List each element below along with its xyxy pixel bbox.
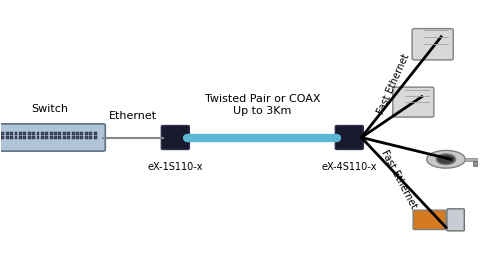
Bar — [76, 131, 79, 135]
Bar — [41, 136, 44, 139]
Bar — [58, 131, 61, 135]
Bar — [63, 136, 66, 139]
Bar — [19, 131, 22, 135]
Bar — [15, 131, 17, 135]
Bar — [19, 136, 22, 139]
Bar — [23, 136, 26, 139]
FancyBboxPatch shape — [447, 209, 464, 231]
FancyBboxPatch shape — [412, 29, 453, 60]
Ellipse shape — [427, 150, 465, 168]
Bar — [54, 131, 57, 135]
Bar — [6, 131, 9, 135]
FancyBboxPatch shape — [335, 125, 364, 150]
Bar — [465, 158, 477, 161]
FancyBboxPatch shape — [393, 87, 434, 117]
Bar — [67, 136, 70, 139]
Bar — [85, 136, 88, 139]
Bar — [50, 131, 52, 135]
Bar — [10, 131, 13, 135]
Bar — [32, 136, 35, 139]
Bar — [28, 131, 31, 135]
Bar — [1, 131, 4, 135]
Bar — [67, 131, 70, 135]
Bar — [36, 136, 39, 139]
Bar — [81, 136, 84, 139]
Circle shape — [436, 154, 455, 165]
Bar — [85, 131, 88, 135]
Text: Twisted Pair or COAX
Up to 3Km: Twisted Pair or COAX Up to 3Km — [205, 94, 320, 116]
FancyBboxPatch shape — [161, 125, 190, 150]
FancyBboxPatch shape — [413, 210, 446, 230]
Bar — [1, 136, 4, 139]
Bar — [472, 161, 477, 166]
FancyBboxPatch shape — [0, 124, 105, 151]
Bar — [45, 136, 48, 139]
Bar — [32, 131, 35, 135]
Bar — [10, 136, 13, 139]
Bar — [89, 131, 92, 135]
Text: Switch: Switch — [31, 104, 68, 114]
Text: eX-4S110-x: eX-4S110-x — [322, 162, 377, 172]
Bar — [54, 136, 57, 139]
Bar — [23, 131, 26, 135]
Bar — [71, 136, 74, 139]
Bar — [58, 136, 61, 139]
Bar — [50, 136, 52, 139]
Bar — [76, 136, 79, 139]
Text: Ethernet: Ethernet — [109, 111, 157, 121]
Text: Fast Ethernet: Fast Ethernet — [379, 148, 418, 211]
Bar — [94, 136, 97, 139]
Bar — [63, 131, 66, 135]
Bar — [94, 131, 97, 135]
Bar — [15, 136, 17, 139]
Bar — [28, 136, 31, 139]
Bar — [41, 131, 44, 135]
Bar — [45, 131, 48, 135]
Bar — [36, 131, 39, 135]
Text: eX-1S110-x: eX-1S110-x — [148, 162, 203, 172]
Bar — [71, 131, 74, 135]
Bar — [89, 136, 92, 139]
Text: Fast Ethernet: Fast Ethernet — [376, 53, 412, 116]
Bar — [6, 136, 9, 139]
Bar — [81, 131, 84, 135]
